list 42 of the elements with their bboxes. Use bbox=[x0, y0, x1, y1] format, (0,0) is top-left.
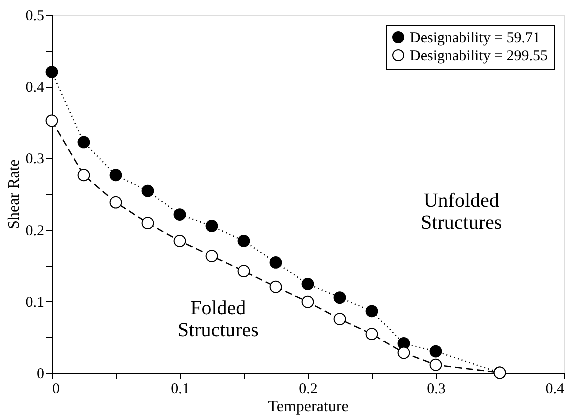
point bbox=[334, 313, 346, 326]
point bbox=[142, 184, 154, 198]
y-tick-label: 0.2 bbox=[26, 223, 44, 240]
point bbox=[174, 208, 186, 221]
legend-label: Designability = 59.71 bbox=[410, 30, 541, 46]
annotation: Folded Structures bbox=[178, 298, 260, 342]
point bbox=[238, 235, 250, 248]
x-tick-label: 0 bbox=[52, 382, 60, 398]
x-tick-label: 0.2 bbox=[299, 382, 318, 398]
annotation: Unfolded Structures bbox=[421, 190, 502, 234]
point bbox=[270, 280, 282, 294]
point bbox=[46, 66, 58, 78]
point bbox=[366, 305, 378, 318]
point bbox=[78, 136, 90, 149]
point bbox=[206, 250, 218, 262]
point bbox=[302, 296, 314, 308]
x-tick-label: 0.1 bbox=[171, 382, 190, 398]
x-tick-label: 0.3 bbox=[427, 382, 446, 398]
y-tick-label: 0.5 bbox=[26, 8, 44, 24]
point bbox=[398, 346, 410, 360]
point bbox=[46, 114, 58, 128]
point bbox=[334, 292, 346, 304]
y-tick-label: 0.4 bbox=[26, 80, 45, 96]
y-tick-label: 0.1 bbox=[26, 294, 44, 311]
y-axis-title: Shear Rate bbox=[6, 160, 23, 230]
legend-label: Designability = 299.55 bbox=[410, 48, 548, 64]
x-tick-label: 0.4 bbox=[546, 382, 565, 398]
y-tick-label: 0.3 bbox=[26, 152, 44, 168]
x-axis-title: Temperature bbox=[268, 398, 349, 415]
point bbox=[142, 217, 154, 230]
point bbox=[270, 256, 282, 269]
y-tick-label: 0 bbox=[37, 366, 44, 382]
point bbox=[206, 220, 218, 232]
point bbox=[174, 235, 186, 248]
point bbox=[78, 169, 90, 182]
point bbox=[366, 328, 378, 341]
point bbox=[110, 169, 122, 182]
point bbox=[430, 345, 442, 358]
point bbox=[110, 196, 122, 209]
point bbox=[430, 358, 442, 372]
point bbox=[238, 265, 250, 278]
point bbox=[302, 278, 314, 290]
